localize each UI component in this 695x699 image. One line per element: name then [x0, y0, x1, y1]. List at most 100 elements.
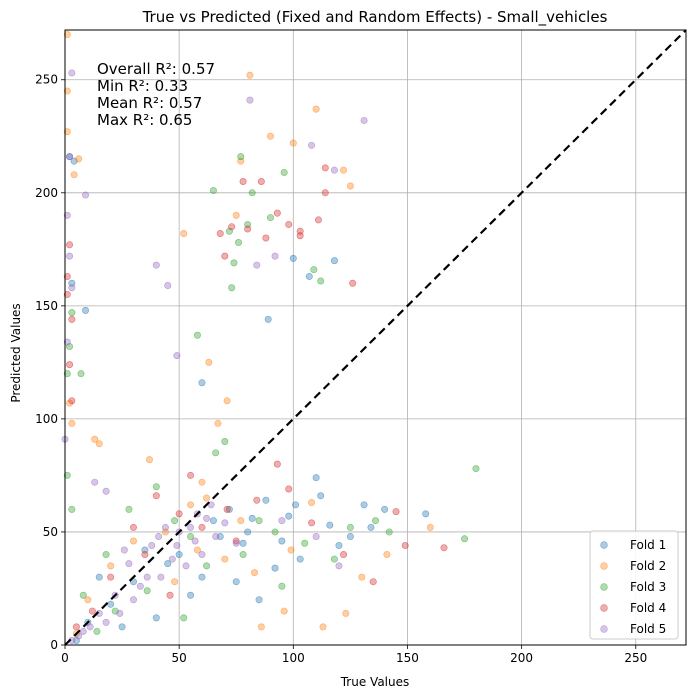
data-point [296, 555, 304, 563]
x-tick-label: 50 [172, 651, 187, 665]
data-point [143, 573, 151, 581]
x-axis-ticks: 0 50 100 150 200 250 [61, 645, 647, 665]
data-point [173, 352, 181, 360]
data-point [68, 315, 76, 323]
data-point [187, 532, 195, 540]
y-axis-label: Predicted Values [9, 303, 23, 402]
data-point [262, 234, 270, 242]
data-point [369, 578, 377, 586]
data-point [228, 284, 236, 292]
data-point [63, 211, 71, 219]
data-point [68, 284, 76, 292]
data-point [129, 537, 137, 545]
y-tick-label: 50 [43, 525, 58, 539]
data-point [237, 153, 245, 161]
data-point [68, 419, 76, 427]
data-point [285, 220, 293, 228]
data-point [155, 532, 163, 540]
series-fold-5 [61, 69, 368, 644]
data-point [255, 517, 263, 525]
data-point [305, 272, 313, 280]
data-point [321, 164, 329, 172]
data-point [164, 281, 172, 289]
data-point [212, 449, 220, 457]
data-point [129, 523, 137, 531]
annotation-min-r2: Min R²: 0.33 [97, 77, 188, 95]
data-point [91, 435, 99, 443]
data-point [136, 582, 144, 590]
data-point [171, 517, 179, 525]
data-point [367, 523, 375, 531]
data-point [152, 261, 160, 269]
data-point [401, 542, 409, 550]
data-point [221, 519, 229, 527]
data-point [321, 189, 329, 197]
data-point [141, 551, 149, 559]
data-point [232, 537, 240, 545]
legend-label: Fold 5 [630, 622, 666, 636]
series-fold-1 [66, 153, 430, 644]
data-point [187, 471, 195, 479]
data-point [223, 505, 231, 513]
data-point [246, 96, 254, 104]
data-point [68, 309, 76, 317]
data-point [173, 542, 181, 550]
data-point [230, 259, 238, 267]
data-point [335, 562, 343, 570]
data-point [383, 551, 391, 559]
data-point [102, 618, 110, 626]
data-point [107, 600, 115, 608]
data-point [314, 216, 322, 224]
data-point [107, 562, 115, 570]
data-point [349, 279, 357, 287]
data-point [175, 510, 183, 518]
y-tick-label: 150 [35, 299, 58, 313]
legend-label: Fold 3 [630, 580, 666, 594]
data-point [68, 69, 76, 77]
data-point [319, 623, 327, 631]
x-tick-label: 0 [61, 651, 69, 665]
data-point [292, 501, 300, 509]
legend-label: Fold 2 [630, 559, 666, 573]
data-point [239, 539, 247, 547]
data-point [205, 358, 213, 366]
data-point [221, 438, 229, 446]
data-point [312, 474, 320, 482]
data-point [232, 539, 240, 547]
data-point [278, 582, 286, 590]
identity-reference-line [64, 29, 687, 646]
data-point [203, 562, 211, 570]
data-point [86, 623, 94, 631]
data-point [308, 141, 316, 149]
data-point [63, 291, 71, 299]
data-point [93, 627, 101, 635]
data-point [84, 596, 92, 604]
data-point [118, 623, 126, 631]
series-fold-4 [63, 164, 448, 631]
data-point [187, 501, 195, 509]
data-point [472, 465, 480, 473]
data-point [289, 254, 297, 262]
y-tick-label: 250 [35, 73, 58, 87]
grid-lines [64, 30, 686, 646]
data-point [308, 519, 316, 527]
y-tick-label: 0 [50, 638, 58, 652]
data-point [72, 623, 80, 631]
legend-marker [600, 625, 608, 633]
data-point [330, 257, 338, 265]
data-point [102, 551, 110, 559]
data-point [66, 153, 74, 161]
data-point [237, 517, 245, 525]
y-tick-label: 200 [35, 186, 58, 200]
data-point [63, 272, 71, 280]
x-tick-label: 200 [510, 651, 533, 665]
data-point [216, 229, 224, 237]
data-point [461, 535, 469, 543]
legend-label: Fold 4 [630, 601, 666, 615]
data-point [125, 560, 133, 568]
data-point [66, 252, 74, 260]
data-point [360, 116, 368, 124]
data-point [168, 555, 176, 563]
data-point [330, 555, 338, 563]
data-point [82, 306, 90, 314]
